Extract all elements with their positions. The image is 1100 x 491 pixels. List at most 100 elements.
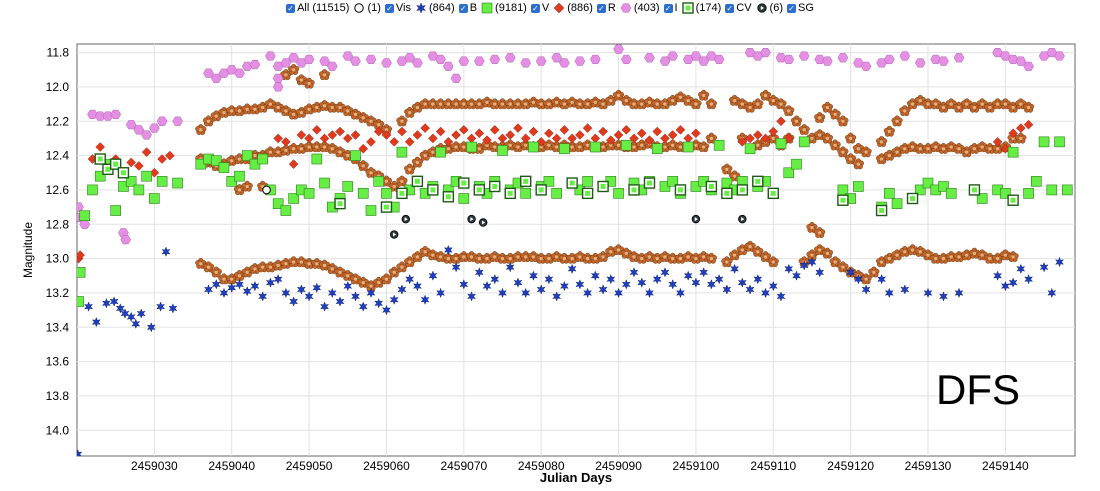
data-point-b: [583, 287, 593, 299]
legend-item[interactable]: ✓ B: [458, 2, 478, 14]
data-point-b: [575, 279, 585, 290]
data-point-unlabeled: [667, 252, 679, 264]
data-point-i: [79, 219, 90, 229]
data-point-i: [752, 51, 764, 61]
data-point-v: [667, 176, 679, 187]
checkbox-icon[interactable]: ✓: [286, 3, 296, 13]
x-tick-label: 2459090: [595, 459, 642, 473]
data-point-v: [744, 143, 756, 155]
data-point-cv: [643, 177, 656, 189]
data-point-unlabeled: [473, 252, 485, 264]
data-point-b: [815, 267, 825, 278]
legend-item[interactable]: (1): [353, 2, 381, 14]
data-point-b: [691, 277, 701, 288]
data-point-b: [219, 287, 229, 299]
data-point-i: [613, 44, 624, 54]
data-point-i: [520, 58, 531, 68]
data-point-i: [474, 56, 485, 66]
y-tick-label: 13.2: [46, 286, 70, 300]
data-point-b: [327, 287, 337, 299]
data-point-i: [156, 116, 168, 126]
legend-item[interactable]: (174): [681, 2, 721, 14]
legend-item[interactable]: ✓ All (11515): [286, 2, 349, 14]
data-point-r: [644, 135, 655, 145]
legend-item[interactable]: (864): [415, 2, 455, 14]
light-curve-chart: 2459030 2459040 2459050 2459060 2459070 24590…: [21, 43, 1076, 485]
checkbox-icon[interactable]: ✓: [596, 3, 606, 13]
data-point-b: [1024, 273, 1034, 285]
data-point-b: [544, 273, 554, 285]
data-point-v: [938, 181, 949, 192]
legend-item[interactable]: ✓ Vis: [384, 2, 411, 14]
x-tick-label: 2459070: [440, 459, 487, 473]
legend-item[interactable]: ✓ V: [530, 2, 549, 14]
data-point-i: [884, 54, 895, 65]
data-point-b: [730, 263, 740, 275]
data-point-r: [157, 154, 167, 164]
data-point-b: [629, 267, 639, 278]
data-point-i: [149, 123, 160, 133]
checkbox-icon[interactable]: ✓: [787, 3, 796, 13]
legend-item[interactable]: ✓ SG: [787, 2, 814, 14]
data-point-b: [131, 318, 141, 330]
data-point-b: [296, 284, 306, 295]
data-point-unlabeled: [597, 251, 609, 262]
data-point-b: [505, 262, 515, 273]
data-point-b: [714, 273, 724, 285]
data-point-unlabeled: [883, 149, 895, 161]
data-point-r: [141, 147, 152, 157]
data-point-i: [682, 54, 694, 65]
data-point-cv: [752, 175, 764, 188]
legend-item[interactable]: ✓ R: [596, 2, 616, 14]
data-point-unlabeled: [814, 244, 826, 256]
checkbox-icon[interactable]: ✓: [663, 3, 673, 13]
data-point-v: [798, 136, 810, 148]
checkbox-icon[interactable]: ✓: [384, 3, 394, 13]
data-point-cv: [442, 191, 455, 203]
data-point-b: [136, 308, 146, 319]
legend-label: B: [469, 2, 478, 14]
data-point-cv: [458, 177, 470, 189]
data-point-unlabeled: [643, 251, 656, 262]
data-point-b: [637, 277, 647, 288]
legend-item[interactable]: (6): [756, 2, 783, 14]
data-point-b: [482, 280, 492, 292]
data-point-v: [156, 176, 168, 187]
legend-item[interactable]: ✓ I: [663, 2, 678, 14]
checkbox-icon[interactable]: ✓: [458, 3, 468, 13]
data-point-v: [311, 153, 323, 165]
checkbox-icon[interactable]: ✓: [530, 3, 540, 13]
data-point-i: [713, 54, 725, 65]
data-point-unlabeled: [326, 101, 338, 113]
data-point-unlabeled: [419, 149, 431, 161]
legend-label: (403): [633, 2, 660, 14]
checkbox-icon[interactable]: ✓: [725, 3, 735, 13]
legend-item[interactable]: ✓ CV: [725, 2, 752, 14]
data-point-v: [559, 143, 570, 155]
legend-item[interactable]: (886): [553, 2, 593, 14]
data-point-i: [953, 53, 965, 63]
data-point-b: [451, 261, 461, 273]
data-point-v: [914, 184, 926, 196]
data-point-unlabeled: [821, 132, 833, 144]
legend-item[interactable]: (9181): [481, 2, 527, 14]
data-point-v: [77, 296, 84, 307]
data-point-r: [691, 128, 701, 139]
data-point-r: [443, 137, 454, 147]
data-point-unlabeled: [984, 252, 996, 264]
x-tick-label: 2459050: [286, 459, 333, 473]
legend-item[interactable]: (403): [620, 2, 660, 14]
data-point-unlabeled: [264, 98, 276, 110]
data-point-b: [521, 287, 531, 299]
data-point-b: [459, 279, 469, 290]
data-point-b: [250, 280, 260, 292]
data-point-r: [381, 130, 392, 140]
data-point-i: [458, 56, 470, 66]
data-point-cv: [117, 167, 130, 179]
data-point-b: [877, 273, 887, 285]
data-point-i: [272, 61, 284, 71]
y-tick-label: 12.4: [46, 149, 70, 163]
data-point-unlabeled: [744, 101, 756, 113]
data-point-v: [528, 141, 539, 153]
data-point-i: [141, 130, 152, 140]
